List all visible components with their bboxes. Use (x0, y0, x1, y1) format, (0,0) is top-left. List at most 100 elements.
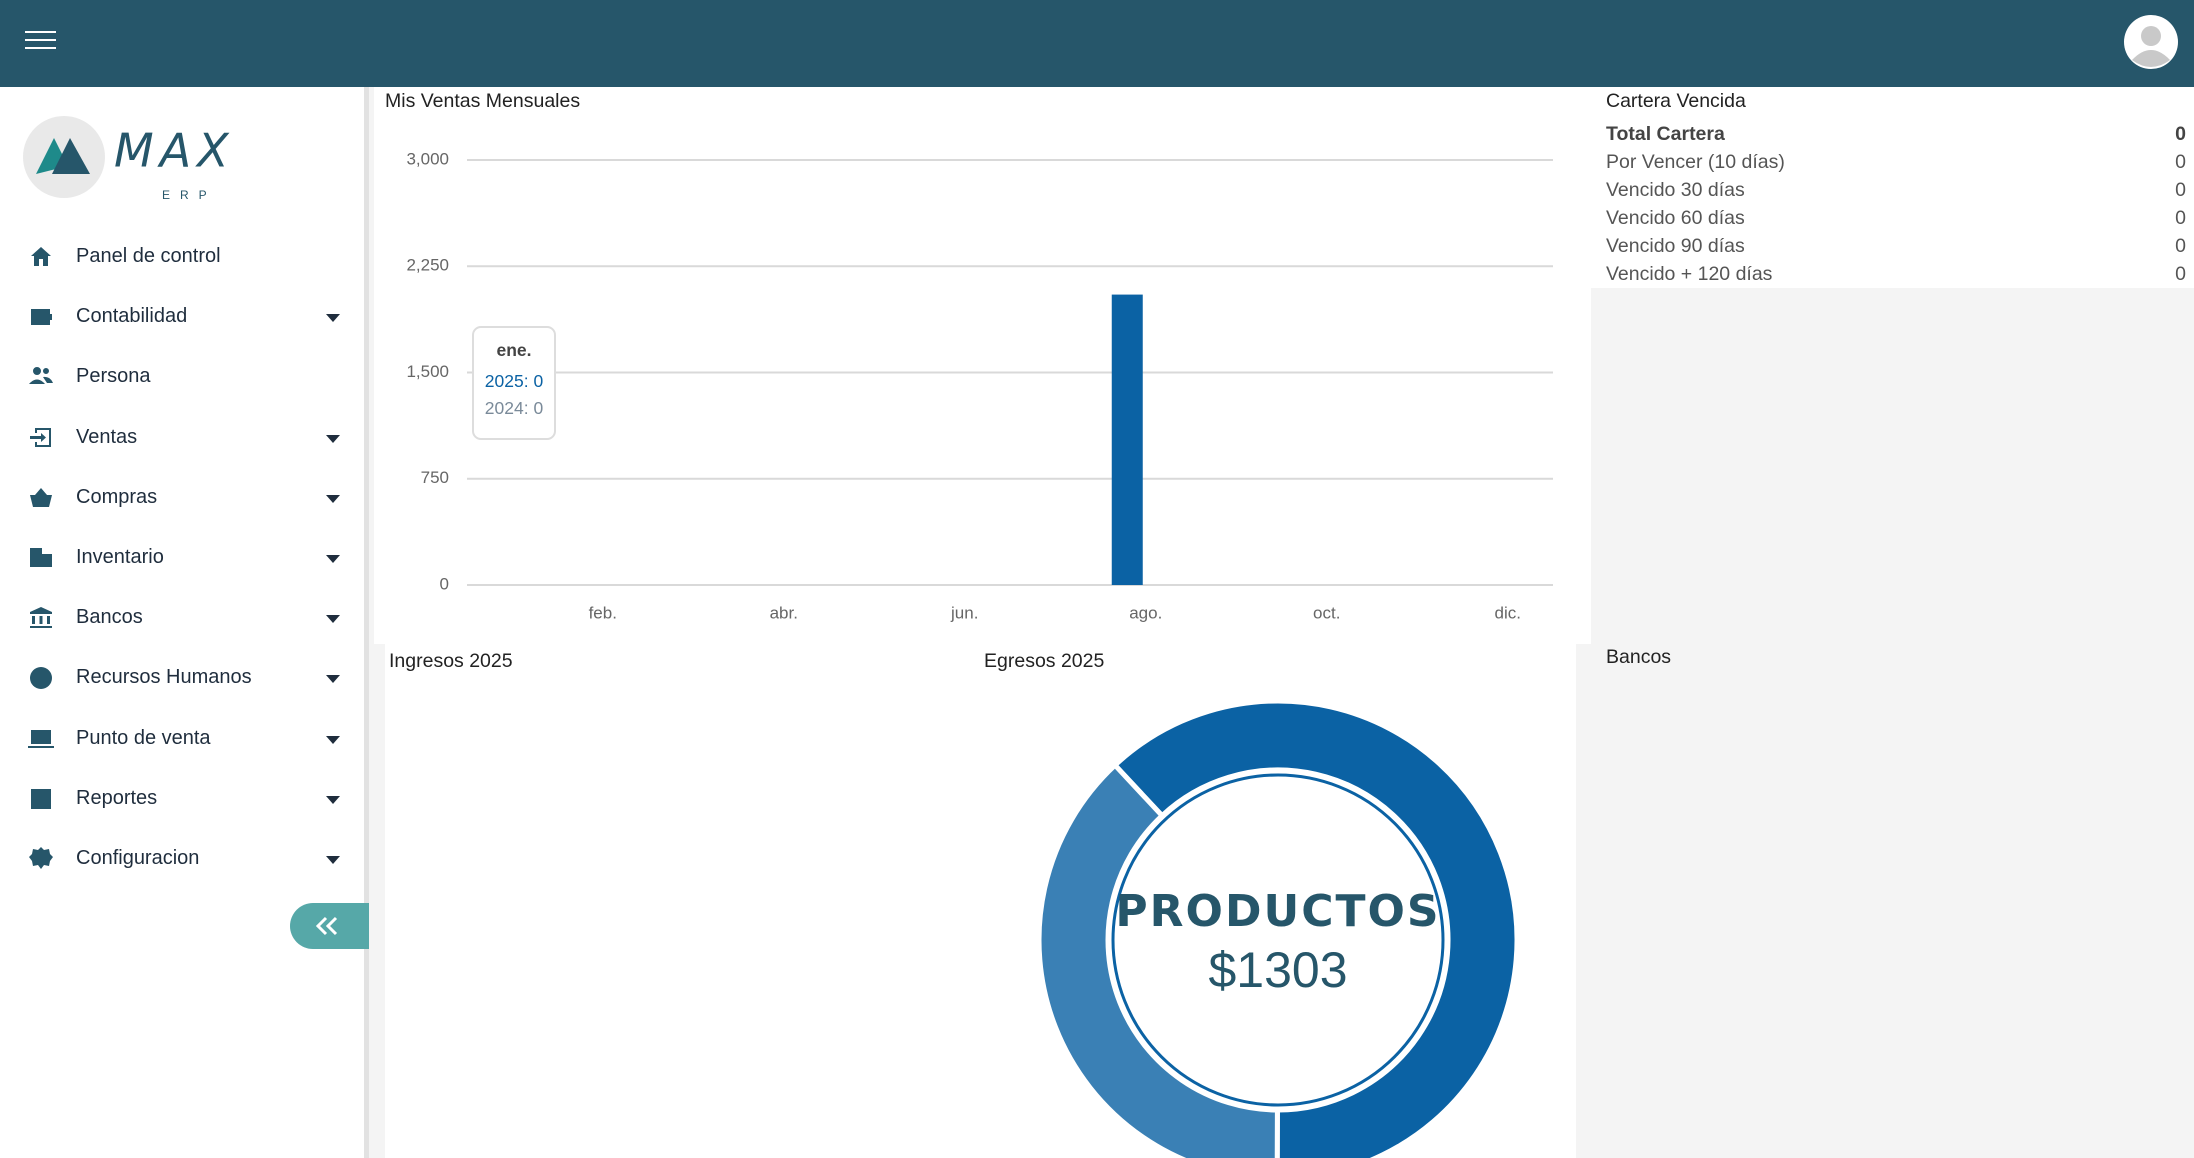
cartera-panel: Cartera Vencida (1591, 87, 2194, 288)
x-tick-label: dic. (1495, 603, 1521, 622)
caret-shape (326, 735, 340, 744)
ingresos-panel: Ingresos 2025 (385, 644, 975, 1158)
nav-icon (30, 607, 52, 629)
nav-icon (31, 788, 51, 809)
nav-caret (326, 735, 340, 744)
cartera-label: Vencido + 120 días (1606, 263, 1773, 285)
nav-item[interactable]: Bancos (0, 594, 364, 642)
nav-icon (29, 847, 53, 869)
nav-label: Contabilidad (76, 305, 188, 328)
nav-item[interactable]: Reportes (0, 775, 364, 823)
caret-shape (326, 555, 340, 563)
logo-name: MAX (114, 124, 235, 178)
cartera-value: 0 (2175, 235, 2186, 257)
panel-title: Bancos (1606, 646, 1672, 668)
cartera-row: Total Cartera 0 (1606, 123, 2186, 146)
nav-icon-shape (28, 729, 54, 748)
cartera-label: Total Cartera (1606, 123, 1725, 145)
nav-item[interactable]: Inventario (0, 534, 364, 582)
nav-caret (326, 615, 340, 624)
nav-caret (326, 494, 340, 503)
caret-shape (326, 795, 340, 804)
nav-caret (326, 434, 340, 443)
panel-title: Ingresos 2025 (389, 650, 513, 672)
nav-item[interactable]: Contabilidad (0, 293, 364, 341)
tooltip-series: 2024 (485, 398, 534, 418)
nav-item[interactable]: Compras (0, 474, 364, 522)
collapse-button[interactable] (290, 903, 369, 949)
nav-icon (30, 667, 52, 690)
panel-title: Egresos 2025 (984, 650, 1105, 672)
nav-icon-shape (31, 309, 52, 326)
caret-shape (326, 675, 340, 684)
x-tick-label: ago. (1129, 603, 1162, 622)
nav-caret (326, 795, 340, 804)
nav-item[interactable]: Persona (0, 353, 364, 401)
nav-icon-shape (31, 788, 51, 809)
nav-item[interactable]: Panel de control (0, 233, 364, 281)
cartera-label: Vencido 60 días (1606, 207, 1745, 229)
donut-segment (1111, 698, 1520, 1158)
bar (1111, 294, 1143, 585)
x-tick-label: oct. (1313, 603, 1340, 622)
user-avatar[interactable] (2123, 14, 2179, 70)
menu-toggle[interactable] (25, 30, 57, 52)
tooltip-value: 0 (533, 371, 544, 391)
nav-label: Configuracion (76, 847, 200, 869)
nav-icon-shape (30, 548, 52, 567)
nav-label: Reportes (76, 786, 158, 809)
nav-caret (326, 856, 340, 864)
nav-icon (31, 309, 52, 326)
donut-segment (1036, 761, 1280, 1158)
bancos-panel: Bancos (1576, 644, 2194, 1158)
caret-shape (326, 434, 340, 443)
tooltip-row: 20250 (474, 371, 554, 392)
cartera-row: Por Vencer (10 días) 0 (1606, 151, 2186, 174)
cartera-label: Por Vencer (10 días) (1606, 151, 1785, 173)
nav-item[interactable]: Ventas (0, 414, 364, 462)
donut-center-value: $1303 (1208, 942, 1347, 998)
nav-icon-shape (30, 487, 52, 507)
y-tick-label: 750 (421, 468, 449, 487)
cartera-label: Vencido 30 días (1606, 179, 1745, 201)
donut-center-label: PRODUCTOS (1115, 886, 1440, 937)
cartera-value: 0 (2175, 207, 2186, 229)
nav-icon-shape (29, 367, 53, 385)
tooltip-row: 20240 (474, 398, 554, 419)
sidebar: MAX ERP Panel de control Contabilidad Pers… (0, 87, 369, 1158)
nav-label: Bancos (76, 606, 143, 629)
panel-title: Cartera Vencida (1606, 90, 1746, 112)
cartera-value: 0 (2175, 179, 2186, 201)
cartera-value: 0 (2175, 123, 2186, 145)
nav-label: Punto de venta (76, 726, 211, 749)
logo-tagline: ERP (162, 188, 217, 202)
nav-icon-shape (30, 607, 52, 629)
nav-item[interactable]: Recursos Humanos (0, 654, 364, 702)
logo: MAX ERP (23, 116, 235, 202)
chart-tooltip: ene. 20250 20240 (472, 326, 556, 440)
nav-icon-shape (29, 847, 53, 869)
nav-item[interactable]: Punto de venta (0, 715, 364, 763)
cartera-label: Vencido 90 días (1606, 235, 1745, 257)
tooltip-series: 2025 (485, 371, 534, 391)
y-tick-label: 3,000 (406, 149, 449, 168)
x-tick-label: abr. (770, 603, 798, 622)
nav-item[interactable]: Configuracion (0, 835, 364, 883)
nav-icon (30, 548, 52, 567)
y-tick-label: 1,500 (406, 362, 449, 381)
tooltip-value: 0 (533, 398, 544, 418)
caret-shape (326, 615, 340, 624)
cartera-row: Vencido 60 días 0 (1606, 207, 2186, 230)
x-tick-label: jun. (950, 603, 978, 622)
nav-icon (30, 427, 51, 447)
sales-panel: Mis Ventas Mensuales (374, 87, 1591, 644)
caret-shape (326, 856, 340, 864)
nav-label: Compras (76, 485, 158, 508)
cartera-row: Vencido 90 días 0 (1606, 235, 2186, 258)
nav-icon (31, 247, 51, 266)
x-tick-label: feb. (589, 603, 617, 622)
cartera-row: Vencido + 120 días 0 (1606, 263, 2186, 286)
caret-shape (326, 314, 340, 323)
nav-label: Persona (76, 365, 151, 388)
